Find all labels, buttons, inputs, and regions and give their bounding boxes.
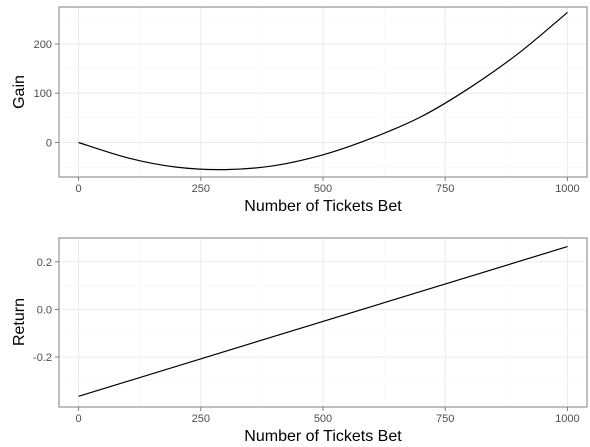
y-tick-label: -0.2 xyxy=(33,352,52,364)
x-tick-label: 1000 xyxy=(555,413,579,425)
y-tick-label: 0.2 xyxy=(37,257,52,269)
x-tick-label: 250 xyxy=(192,413,210,425)
x-tick-label: 500 xyxy=(314,183,332,195)
x-tick-label: 1000 xyxy=(555,183,579,195)
gain-chart: 0 250 500 750 1000 0 100 200 Number of Tickets B… xyxy=(11,6,588,215)
series-line xyxy=(78,11,568,171)
x-tick-label: 750 xyxy=(436,413,454,425)
y-axis-title: Return xyxy=(11,298,28,346)
x-tick-label: 250 xyxy=(192,183,210,195)
y-tick-label: 0 xyxy=(46,138,52,150)
x-tick-label: 0 xyxy=(75,183,81,195)
y-tick-label: 0.0 xyxy=(37,304,52,316)
series-line xyxy=(78,245,568,397)
x-axis-title: Number of Tickets Bet xyxy=(244,428,402,445)
x-tick-label: 500 xyxy=(314,413,332,425)
x-tick-label: 750 xyxy=(436,183,454,195)
y-tick-label: 200 xyxy=(34,39,52,51)
return-chart: 0 250 500 750 1000 -0.2 0.0 0.2 Number of Ticket… xyxy=(11,237,588,445)
y-axis-title: Gain xyxy=(11,75,28,109)
x-axis-title: Number of Tickets Bet xyxy=(244,198,402,215)
x-tick-label: 0 xyxy=(75,413,81,425)
y-tick-label: 100 xyxy=(34,88,52,100)
